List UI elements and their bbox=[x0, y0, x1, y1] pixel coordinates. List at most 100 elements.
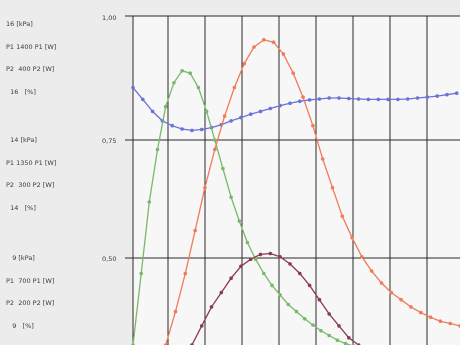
y-tick-1: 1,00 bbox=[102, 14, 117, 22]
series-3-point bbox=[327, 312, 332, 316]
series-0-point bbox=[298, 99, 302, 104]
series-3-point bbox=[239, 264, 243, 269]
series-1-point bbox=[270, 283, 274, 288]
series-1-point bbox=[262, 271, 266, 276]
series-1-point bbox=[180, 69, 184, 73]
series-0-point bbox=[356, 97, 361, 101]
series-0-point bbox=[366, 97, 371, 102]
series-0-point bbox=[425, 95, 430, 99]
series-2-point bbox=[448, 321, 453, 326]
series-0-point bbox=[199, 127, 204, 132]
series-0-point bbox=[258, 109, 263, 114]
series-2-point bbox=[242, 61, 246, 66]
series-0-point bbox=[435, 94, 439, 98]
series-3-point bbox=[317, 297, 322, 302]
series-3-point bbox=[229, 276, 233, 281]
scale-label-top: 16 [kPa] P1 1400 P1 [W] P2 400 P2 [W] 16… bbox=[6, 20, 57, 96]
series-3-point bbox=[347, 336, 351, 340]
scale-label-mid: 14 [kPa] P1 1350 P1 [W] P2 300 P2 [W] 14… bbox=[6, 136, 57, 212]
series-2-point bbox=[252, 45, 256, 49]
series-3-point bbox=[209, 305, 214, 309]
series-1-point bbox=[286, 302, 291, 307]
series-0-point bbox=[454, 91, 459, 95]
series-1-point bbox=[213, 138, 217, 142]
series-3-point bbox=[288, 262, 292, 266]
series-0-point bbox=[445, 92, 449, 97]
series-0-point bbox=[415, 96, 420, 100]
series-0-point bbox=[376, 97, 381, 102]
series-1-point bbox=[204, 109, 209, 114]
series-2-point bbox=[262, 38, 266, 42]
series-2-point bbox=[428, 315, 433, 320]
y-tick-2: 0,75 bbox=[102, 137, 117, 145]
series-2-point bbox=[330, 185, 335, 190]
series-1-point bbox=[172, 81, 176, 85]
series-1-point bbox=[221, 166, 225, 171]
series-0-point bbox=[307, 98, 312, 102]
series-1-point bbox=[196, 85, 201, 90]
series-0-point bbox=[396, 97, 400, 102]
series-0-point bbox=[405, 97, 410, 101]
plot-background bbox=[133, 16, 460, 345]
series-3-point bbox=[268, 251, 273, 256]
series-2-point bbox=[438, 319, 443, 324]
series-2-point bbox=[203, 185, 207, 190]
series-2-point bbox=[301, 95, 305, 99]
series-1-point bbox=[311, 323, 315, 327]
series-2-point bbox=[360, 254, 364, 259]
series-3-point bbox=[258, 252, 263, 257]
series-2-point bbox=[271, 40, 276, 44]
series-1-point bbox=[343, 341, 348, 345]
series-2-point bbox=[311, 123, 315, 128]
series-1-point bbox=[319, 328, 323, 333]
series-2-point bbox=[232, 85, 237, 90]
series-0-point bbox=[229, 119, 233, 123]
series-0-point bbox=[239, 115, 243, 120]
series-2-point bbox=[379, 281, 384, 285]
series-0-point bbox=[180, 127, 184, 131]
series-1-point bbox=[327, 333, 332, 338]
series-0-point bbox=[248, 112, 253, 116]
series-3-point bbox=[248, 257, 253, 262]
series-0-point bbox=[190, 128, 194, 133]
series-3-point bbox=[199, 324, 204, 328]
series-1-point bbox=[245, 240, 250, 245]
series-0-point bbox=[150, 109, 155, 114]
series-0-point bbox=[337, 96, 341, 100]
series-0-point bbox=[347, 96, 351, 101]
series-1-point bbox=[229, 195, 233, 199]
series-1-point bbox=[237, 219, 242, 223]
series-0-point bbox=[317, 97, 322, 101]
series-2-point bbox=[340, 214, 345, 219]
series-1-point bbox=[302, 317, 307, 321]
series-0-point bbox=[131, 85, 135, 90]
series-2-point bbox=[291, 71, 296, 75]
series-0-point bbox=[386, 97, 390, 102]
series-3-point bbox=[298, 271, 302, 276]
series-2-point bbox=[419, 310, 423, 315]
series-2-point bbox=[389, 290, 394, 295]
series-2-point bbox=[213, 147, 217, 152]
series-1-point bbox=[188, 71, 192, 75]
series-0-point bbox=[170, 123, 174, 128]
series-2-point bbox=[193, 228, 197, 233]
series-line-3 bbox=[191, 252, 359, 345]
series-2-point bbox=[350, 235, 354, 240]
series-2-point bbox=[369, 269, 374, 273]
series-2-point bbox=[281, 52, 286, 56]
series-2-point bbox=[222, 114, 227, 118]
series-1-point bbox=[163, 104, 168, 109]
series-line-0 bbox=[132, 87, 457, 132]
series-1-point bbox=[147, 200, 152, 204]
series-3-point bbox=[307, 283, 312, 288]
scale-label-bottom: 9 [kPa] P1 700 P1 [W] P2 200 P2 [W] 9 [%… bbox=[6, 254, 55, 330]
series-0-point bbox=[288, 101, 292, 106]
series-0-point bbox=[327, 96, 332, 100]
series-1-point bbox=[139, 271, 143, 276]
series-2-point bbox=[173, 309, 178, 314]
series-2-point bbox=[320, 157, 325, 161]
series-0-point bbox=[141, 97, 145, 102]
series-3-point bbox=[219, 290, 224, 295]
